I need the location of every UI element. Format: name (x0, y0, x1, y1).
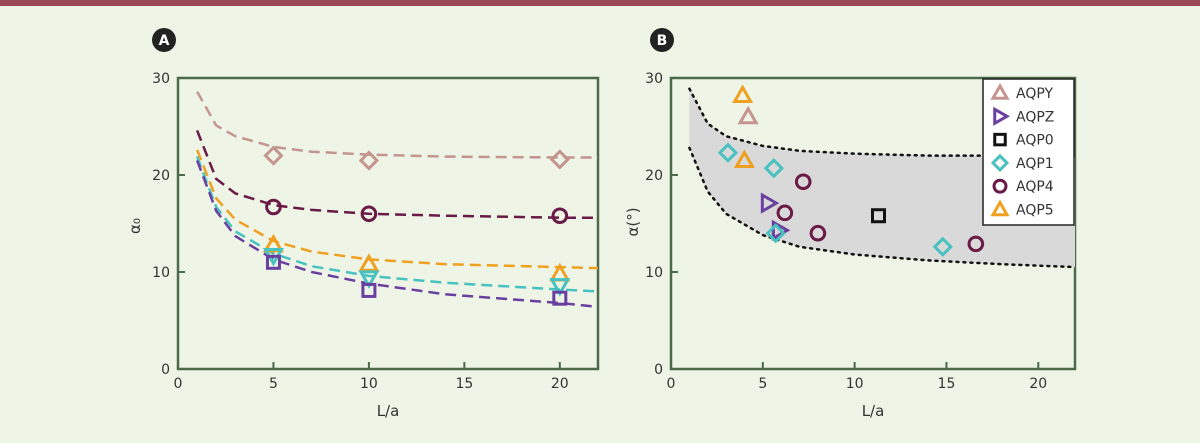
panel-a-point-aqpz (265, 254, 281, 270)
panel-a-point-aqp5 (358, 253, 380, 272)
panel-a-fit-aqp1 (195, 156, 599, 293)
panel-a-point-aqpy (358, 150, 380, 171)
panel-b-point-aqp4 (967, 235, 985, 253)
panel-a-y-axis-label: α₀ (126, 218, 144, 234)
panel-a-badge: A (152, 28, 176, 52)
panel-a-point-aqpy (549, 149, 570, 170)
panel-a-fit-aqpz (195, 159, 599, 309)
panel-a-point-aqpz (552, 290, 568, 306)
panel-a: A 0 5 10 15 20 0 10 20 30 L/a α₀ (126, 28, 600, 420)
panel-a-fit-curves (195, 90, 599, 309)
legend-label-aqpy: AQPY (1016, 86, 1053, 102)
panel-a-x-tick-label: 20 (551, 376, 569, 392)
panel-a-point-aqp4 (360, 205, 378, 223)
panel-a-fit-aqp4 (195, 129, 598, 219)
panel-b-markers (717, 84, 985, 257)
panel-a-x-tick-label: 5 (269, 376, 278, 392)
panel-b-point-aqp4 (794, 173, 812, 191)
legend-marker-aqp5 (990, 199, 1010, 217)
panel-a-fit-aqpy (196, 90, 598, 159)
panel-a-fit-aqp5 (195, 149, 599, 270)
panel-a-y-tick-label: 20 (152, 168, 170, 184)
panel-b-badge-label: B (657, 33, 668, 49)
legend-label-aqp0: AQP0 (1016, 133, 1054, 149)
panel-b-x-tick-label: 15 (938, 376, 956, 392)
panel-a-point-aqpy (263, 145, 284, 166)
legend-label-aqp1: AQP1 (1016, 156, 1054, 172)
panel-a-y-tick-label: 10 (152, 265, 170, 281)
panel-a-x-tick-label: 10 (360, 376, 378, 392)
panel-a-point-aqp1 (358, 270, 380, 289)
panel-b-point-aqp5 (732, 84, 754, 103)
panel-a-point-aqp1 (549, 278, 571, 297)
panel-a-y-tick-label: 30 (152, 71, 170, 87)
panel-b-point-aqp1 (932, 236, 953, 257)
panel-b-point-aqp5 (733, 149, 756, 168)
panel-b-y-tick-label: 0 (654, 362, 663, 378)
panel-b-x-tick-label: 0 (667, 376, 676, 392)
panel-b-legend: AQPY AQPZ AQP0 AQP1 AQP4 AQP5 (982, 78, 1075, 226)
panel-b-x-tick-label: 20 (1029, 376, 1047, 392)
panel-b-legend-box (982, 78, 1075, 226)
panel-a-point-aqp4 (265, 198, 282, 216)
panel-b-point-aqp4 (809, 224, 827, 242)
panel-b-point-aqp1 (765, 223, 786, 244)
panel-a-y-tick-label: 0 (161, 362, 170, 378)
legend-label-aqpz: AQPZ (1016, 109, 1054, 125)
panel-b-point-aqp1 (717, 142, 739, 163)
legend-marker-aqp1 (990, 153, 1010, 173)
panel-b-band-upper-boundary (688, 87, 1077, 158)
panel-b-point-aqpz (771, 219, 791, 241)
panel-a-point-aqp4 (551, 207, 569, 225)
legend-marker-aqp4 (992, 178, 1008, 194)
panel-a-ticks: 0 5 10 15 20 0 10 20 30 (152, 71, 569, 392)
panel-a-x-axis-label: L/a (377, 402, 400, 420)
panel-b-y-tick-label: 10 (645, 265, 663, 281)
panel-b-range-band (688, 87, 1077, 269)
legend-marker-aqpz (993, 106, 1011, 126)
panel-b-point-aqp4 (776, 204, 794, 222)
panel-b-point-aqpy (737, 105, 759, 125)
panel-a-plot-frame (176, 76, 600, 371)
panel-b-badge: B (650, 28, 674, 52)
panel-b-x-axis-label: L/a (862, 402, 885, 420)
panel-b-x-tick-label: 5 (758, 376, 767, 392)
legend-marker-aqp0 (993, 132, 1007, 147)
legend-marker-aqpy (990, 82, 1010, 100)
panel-a-markers (262, 145, 571, 306)
legend-label-aqp4: AQP4 (1016, 179, 1054, 195)
panel-b-ticks: 0 5 10 15 20 0 10 20 30 (645, 71, 1047, 392)
panel-b-point-aqpz (760, 192, 780, 214)
panel-a-point-aqpz (361, 282, 377, 298)
top-accent-bar (0, 0, 1200, 6)
panel-a-x-tick-label: 0 (174, 376, 183, 392)
panel-b-y-axis-label: α(°) (624, 207, 642, 236)
panel-b-y-tick-label: 30 (645, 71, 663, 87)
legend-label-aqp5: AQP5 (1016, 203, 1054, 219)
panel-a-x-tick-label: 15 (455, 376, 473, 392)
panel-b-band-lower-boundary (688, 146, 1077, 269)
panel-b-x-tick-label: 10 (846, 376, 864, 392)
panel-b-band-fill (689, 88, 1075, 268)
panel-b-point-aqp0 (871, 208, 887, 224)
figure-canvas: A 0 5 10 15 20 0 10 20 30 L/a α₀ B 0 5 10 15 20 0 10 20… (126, 28, 1077, 420)
panel-b-y-tick-label: 20 (645, 168, 663, 184)
panel-a-badge-label: A (159, 33, 170, 49)
panel-b-point-aqp1 (763, 158, 784, 179)
